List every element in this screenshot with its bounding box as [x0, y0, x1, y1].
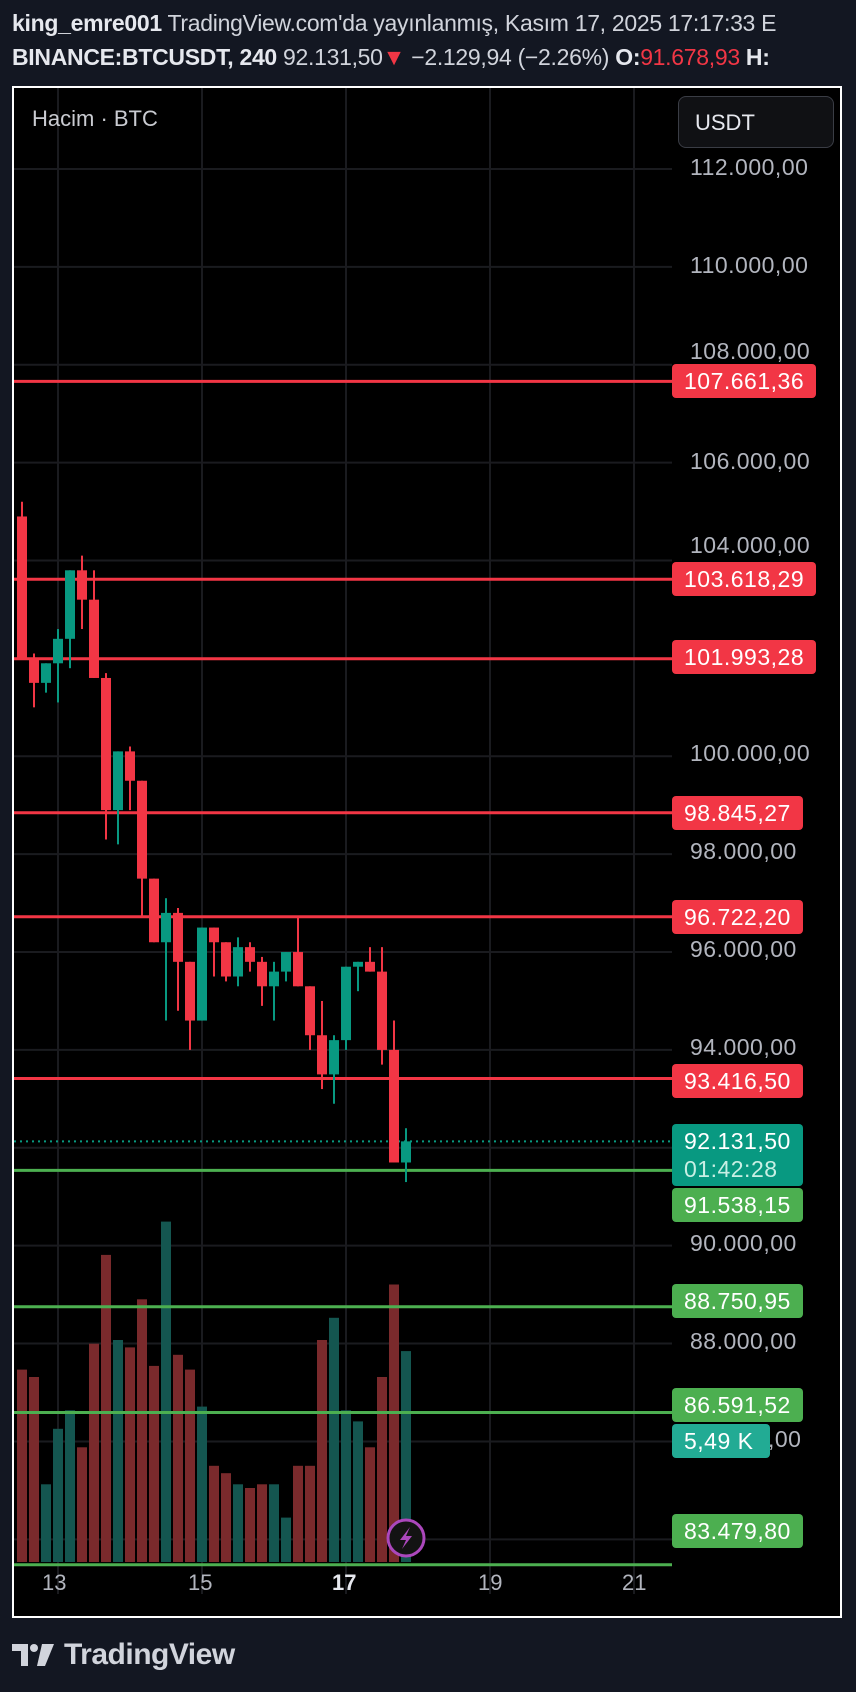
- price-axis-label: 98.000,00: [690, 838, 797, 864]
- time-axis-label: 19: [478, 1570, 503, 1595]
- level-tag[interactable]: 83.479,80: [672, 1514, 803, 1548]
- currency-unit-button[interactable]: USDT: [678, 96, 834, 148]
- time-axis-label: 15: [188, 1570, 213, 1595]
- chart-frame[interactable]: Hacim · BTC USDT 112.000,00 110.000,00 1…: [12, 86, 842, 1618]
- price-axis-label: 110.000,00: [690, 252, 809, 278]
- level-tag[interactable]: 93.416,50: [672, 1064, 803, 1098]
- price-axis-label: 94.000,00: [690, 1034, 797, 1060]
- last-price-value: 92.131,50: [684, 1128, 791, 1154]
- last-price: 92.131,50: [283, 44, 383, 70]
- tradingview-logo[interactable]: TradingView: [12, 1638, 235, 1672]
- open-value: 91.678,93: [640, 44, 740, 70]
- price-axis-label: 100.000,00: [690, 740, 811, 766]
- level-tag[interactable]: 98.845,27: [672, 796, 803, 830]
- price-axis-label: ,00: [768, 1426, 802, 1452]
- time-axis-label: 17: [332, 1570, 357, 1595]
- publish-text: TradingView.com'da yayınlanmış, Kasım 17…: [167, 10, 777, 36]
- level-tag[interactable]: 107.661,36: [672, 364, 817, 398]
- volume-legend[interactable]: Hacim · BTC: [32, 106, 158, 131]
- price-change: −2.129,94 (−2.26%): [411, 44, 610, 70]
- open-label: O:: [615, 44, 641, 70]
- level-tag[interactable]: 88.750,95: [672, 1284, 803, 1318]
- level-tag[interactable]: 103.618,29: [672, 562, 817, 596]
- brand-name: TradingView: [64, 1638, 235, 1671]
- price-axis-label: 104.000,00: [690, 532, 811, 558]
- price-axis-label: 96.000,00: [690, 936, 797, 962]
- price-axis-label: 90.000,00: [690, 1230, 797, 1256]
- time-axis-label: 21: [622, 1570, 647, 1595]
- high-label: H:: [745, 44, 770, 70]
- price-axis-label: 88.000,00: [690, 1328, 797, 1354]
- time-axis-label: 13: [42, 1570, 67, 1595]
- symbol-label: BINANCE:BTCUSDT, 240: [12, 44, 277, 70]
- down-arrow-icon: ▼: [382, 44, 406, 70]
- bar-countdown: 01:42:28: [684, 1156, 778, 1182]
- level-tag[interactable]: 101.993,28: [672, 640, 817, 674]
- price-axis-label: 108.000,00: [690, 338, 811, 364]
- price-axis-label: 106.000,00: [690, 448, 811, 474]
- publish-info: king_emre001 TradingView.com'da yayınlan…: [12, 10, 776, 37]
- level-tag[interactable]: 91.538,15: [672, 1188, 803, 1222]
- last-price-tag: 92.131,50 01:42:28: [672, 1124, 803, 1186]
- author-name[interactable]: king_emre001: [12, 10, 162, 36]
- price-axis-label: 112.000,00: [690, 154, 809, 180]
- tradingview-logo-icon: [12, 1644, 54, 1666]
- level-tag[interactable]: 96.722,20: [672, 900, 803, 934]
- level-tag[interactable]: 86.591,52: [672, 1388, 803, 1422]
- symbol-info: BINANCE:BTCUSDT, 240 92.131,50▼ −2.129,9…: [12, 44, 770, 71]
- volume-tag: 5,49 K: [672, 1424, 770, 1458]
- candlestick-chart[interactable]: [14, 88, 842, 1618]
